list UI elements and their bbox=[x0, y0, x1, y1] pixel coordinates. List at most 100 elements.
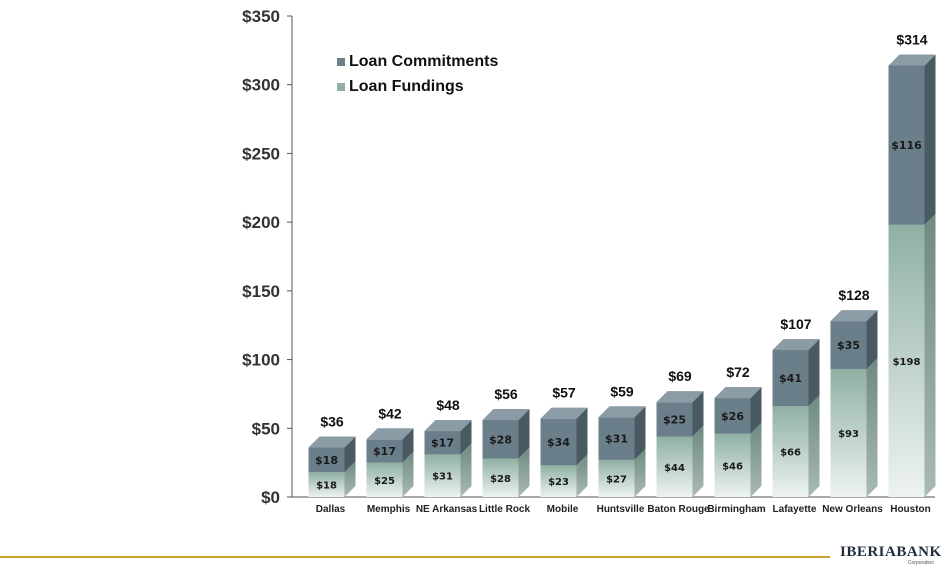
x-tick-label: Baton Rouge bbox=[647, 504, 710, 515]
bar-commitments bbox=[772, 349, 809, 407]
bar-fundings bbox=[424, 454, 461, 497]
bar-top bbox=[540, 407, 588, 419]
bar-commitments-side bbox=[750, 387, 762, 434]
data-label-total: $42 bbox=[378, 405, 402, 421]
data-label-fundings: $27 bbox=[606, 474, 627, 485]
bar-top bbox=[714, 387, 762, 399]
x-tick-label: Dallas bbox=[316, 504, 346, 515]
data-label-total: $48 bbox=[436, 397, 460, 413]
bar-commitments-side bbox=[518, 409, 530, 459]
data-label-total: $314 bbox=[896, 31, 927, 47]
data-label-commitments: $41 bbox=[779, 372, 802, 385]
bar-fundings bbox=[482, 458, 519, 497]
data-label-commitments: $26 bbox=[721, 410, 744, 423]
bar-commitments-side bbox=[344, 436, 356, 473]
bar-fundings bbox=[598, 459, 635, 497]
data-label-commitments: $17 bbox=[431, 437, 454, 450]
logo-subtitle: Corporation bbox=[907, 560, 934, 566]
bar-top bbox=[598, 406, 646, 418]
bar-commitments-side bbox=[692, 391, 704, 437]
data-label-total: $72 bbox=[726, 364, 750, 380]
data-label-fundings: $93 bbox=[838, 429, 859, 440]
bar-fundings-side bbox=[402, 451, 414, 497]
data-label-fundings: $66 bbox=[780, 448, 801, 459]
bar-top bbox=[830, 310, 878, 322]
bar-commitments bbox=[424, 431, 461, 455]
data-label-total: $56 bbox=[494, 386, 518, 402]
bar-top bbox=[482, 409, 530, 421]
bar-commitments-side bbox=[808, 338, 820, 407]
bar-fundings-side bbox=[518, 447, 530, 497]
labels-layer: $18 $18 $36 Dallas $25 $17 $42 Memphis $31 $17 $48… bbox=[315, 31, 931, 515]
x-tick-label: Lafayette bbox=[773, 504, 817, 515]
bar-commitments bbox=[598, 417, 635, 460]
bar-fundings-side bbox=[634, 448, 646, 497]
bar-fundings-side bbox=[808, 395, 820, 497]
bar-commitments bbox=[830, 321, 867, 370]
bar-fundings bbox=[714, 433, 751, 497]
bar-top bbox=[888, 54, 936, 66]
data-label-commitments: $34 bbox=[547, 436, 570, 449]
y-tick-label: $0 bbox=[261, 488, 280, 507]
data-label-fundings: $44 bbox=[664, 463, 685, 474]
data-label-total: $36 bbox=[320, 414, 344, 430]
bar-commitments bbox=[656, 402, 693, 437]
y-tick-label: $250 bbox=[242, 144, 280, 163]
legend-swatch bbox=[337, 83, 345, 91]
bar-fundings-side bbox=[866, 358, 878, 497]
bar-commitments-side bbox=[576, 407, 588, 466]
bar-top bbox=[308, 436, 356, 448]
bar-fundings-side bbox=[924, 213, 936, 498]
x-tick-label: Mobile bbox=[547, 504, 579, 515]
data-label-fundings: $28 bbox=[490, 474, 511, 485]
data-label-fundings: $18 bbox=[316, 481, 337, 492]
footer-divider bbox=[0, 556, 830, 558]
data-label-fundings: $25 bbox=[374, 476, 395, 487]
bar-fundings bbox=[830, 369, 867, 497]
y-tick-label: $50 bbox=[252, 419, 280, 438]
axis-layer: $0 $50 $100 $150 $200 $250 $300 $350 bbox=[242, 7, 935, 507]
x-tick-label: Houston bbox=[890, 504, 931, 515]
data-label-fundings: $23 bbox=[548, 477, 569, 488]
bar-top bbox=[772, 338, 820, 350]
bar-commitments-side bbox=[924, 54, 936, 225]
data-label-total: $59 bbox=[610, 383, 634, 399]
y-tick-label: $200 bbox=[242, 213, 280, 232]
y-tick-label: $150 bbox=[242, 282, 280, 301]
bar-fundings-side bbox=[692, 425, 704, 497]
bar-fundings-side bbox=[460, 443, 472, 497]
bar-fundings bbox=[772, 406, 809, 497]
x-tick-label: Memphis bbox=[367, 504, 411, 515]
legend-swatch bbox=[337, 58, 345, 66]
bar-fundings bbox=[366, 462, 403, 497]
data-label-commitments: $28 bbox=[489, 433, 512, 446]
x-tick-label: Birmingham bbox=[707, 504, 765, 515]
x-tick-label: New Orleans bbox=[822, 504, 883, 515]
logo-brand: IBERIABANK bbox=[840, 544, 942, 560]
bar-commitments-side bbox=[460, 420, 472, 455]
data-label-commitments: $25 bbox=[663, 413, 686, 426]
bar-fundings-side bbox=[750, 422, 762, 497]
bar-commitments-side bbox=[866, 310, 878, 370]
bars-layer bbox=[308, 54, 936, 498]
legend: Loan Commitments Loan Fundings bbox=[337, 53, 498, 95]
legend-label: Loan Fundings bbox=[349, 78, 464, 95]
x-tick-label: Little Rock bbox=[479, 504, 531, 515]
data-label-commitments: $116 bbox=[891, 139, 922, 152]
bar-commitments-side bbox=[402, 428, 414, 463]
y-tick-label: $100 bbox=[242, 351, 280, 370]
data-label-total: $128 bbox=[838, 287, 869, 303]
data-label-commitments: $35 bbox=[837, 339, 860, 352]
bar-fundings bbox=[656, 436, 693, 497]
x-tick-label: NE Arkansas bbox=[416, 504, 478, 515]
y-tick-label: $350 bbox=[242, 7, 280, 26]
bar-fundings-side bbox=[576, 454, 588, 497]
legend-label: Loan Commitments bbox=[349, 53, 498, 70]
bar-fundings bbox=[888, 224, 925, 498]
bar-fundings bbox=[308, 472, 345, 497]
data-label-fundings: $31 bbox=[432, 472, 453, 483]
bar-commitments bbox=[888, 65, 925, 225]
bar-commitments bbox=[366, 439, 403, 463]
bar-fundings bbox=[540, 465, 577, 497]
data-label-fundings: $46 bbox=[722, 461, 743, 472]
